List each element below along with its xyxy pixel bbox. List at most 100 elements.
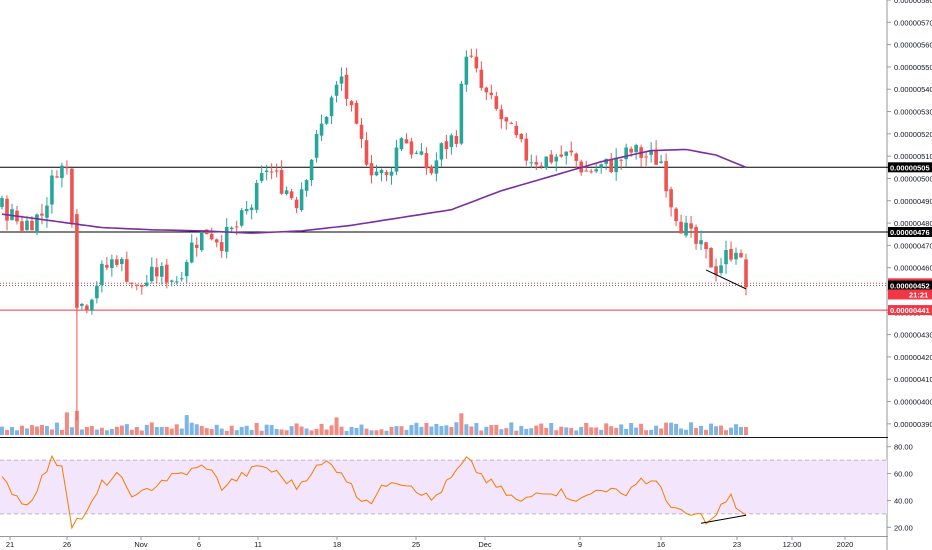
candle-body (379, 169, 384, 174)
price-tick-label: 0.00000560 (894, 41, 932, 50)
candle-body (624, 147, 628, 160)
volume-bar (654, 425, 659, 435)
candle-body (299, 189, 304, 210)
candle-body (334, 84, 339, 96)
candle (55, 170, 59, 179)
volume-bar (544, 427, 549, 435)
candle (534, 155, 539, 171)
candle (294, 196, 299, 214)
price-tick-label: 0.00000580 (894, 0, 932, 5)
rsi-trendline[interactable] (700, 514, 747, 524)
volume-bar (734, 424, 739, 435)
volume-bar (474, 423, 479, 435)
candle (484, 86, 489, 101)
candle-body (424, 153, 429, 169)
volume-bar (664, 422, 669, 435)
volume-bar (504, 428, 509, 435)
candle (169, 279, 174, 287)
candle (399, 137, 404, 152)
volume-bar (634, 427, 639, 435)
volume-bar (624, 428, 629, 435)
volume-bar (399, 426, 404, 435)
candle (494, 91, 499, 111)
candle (314, 130, 319, 163)
candle-body (559, 154, 564, 157)
volume-bar (269, 425, 274, 435)
candle (40, 204, 44, 225)
volume-bar (334, 417, 339, 435)
candle-body (234, 226, 239, 228)
volume-bar (344, 430, 349, 435)
candle-body (619, 159, 623, 161)
candle (159, 262, 164, 285)
volume-bar (289, 426, 294, 435)
candle (444, 134, 449, 159)
volume-bar (559, 426, 564, 435)
volume-bar (64, 412, 69, 435)
volume-bar (49, 429, 54, 435)
candle-body (95, 285, 99, 299)
price-tick-label: 0.00000510 (894, 152, 932, 161)
candle-body (35, 214, 39, 233)
level-price-tag (888, 227, 932, 237)
volume-bar (454, 422, 459, 435)
volume-bar (4, 429, 9, 435)
time-tick-label: 11 (254, 540, 262, 549)
candle-body (499, 109, 504, 120)
candle-body (349, 101, 354, 106)
price-tick-label: 0.00000410 (894, 375, 932, 384)
volume-bar (699, 425, 704, 435)
candle-body (709, 247, 713, 268)
volume-bar (299, 426, 304, 435)
candle-body (644, 156, 648, 158)
candle (189, 234, 194, 264)
candle-body (509, 122, 514, 124)
candle-body (684, 222, 688, 236)
volume-bar (69, 427, 74, 435)
volume-bar (184, 415, 189, 435)
price-tick-label: 0.00000390 (894, 420, 932, 429)
volume-bar (469, 426, 474, 435)
candle (644, 150, 648, 167)
candle-body (164, 264, 169, 283)
volume-bar (169, 428, 174, 435)
candle-body (484, 87, 489, 93)
candle (634, 143, 638, 160)
candle (209, 227, 214, 241)
candle-body (439, 143, 444, 160)
volume-bar (384, 430, 389, 435)
volume-bar (124, 424, 129, 435)
volume-bar (179, 428, 184, 435)
volume-bar (364, 428, 369, 435)
volume-bar (329, 425, 334, 435)
candle (289, 188, 294, 200)
candle (409, 137, 414, 159)
candle-body (249, 207, 254, 211)
candle-body (434, 160, 439, 174)
volume-bar (649, 429, 654, 435)
candle (135, 284, 139, 291)
candle-body (264, 170, 269, 173)
candle-body (534, 162, 539, 165)
volume-bar (479, 430, 484, 435)
candle-body (529, 162, 534, 164)
candle (394, 139, 399, 176)
candle (0, 195, 4, 210)
candle (499, 104, 504, 129)
volume-bar (309, 430, 314, 435)
volume-bar (9, 427, 14, 435)
time-tick-label: 16 (657, 540, 665, 549)
volume-bar (599, 429, 604, 435)
candle (439, 142, 444, 167)
volume-bar (234, 430, 239, 435)
volume-bar (84, 426, 89, 435)
candle (95, 281, 99, 304)
candle (684, 215, 688, 238)
volume-bar (244, 425, 249, 435)
candle-body (544, 156, 549, 168)
candle (694, 224, 698, 250)
price-trendline[interactable] (705, 269, 747, 290)
volume-bar (39, 424, 44, 435)
candle-body (344, 74, 349, 99)
candle-body (10, 209, 14, 221)
